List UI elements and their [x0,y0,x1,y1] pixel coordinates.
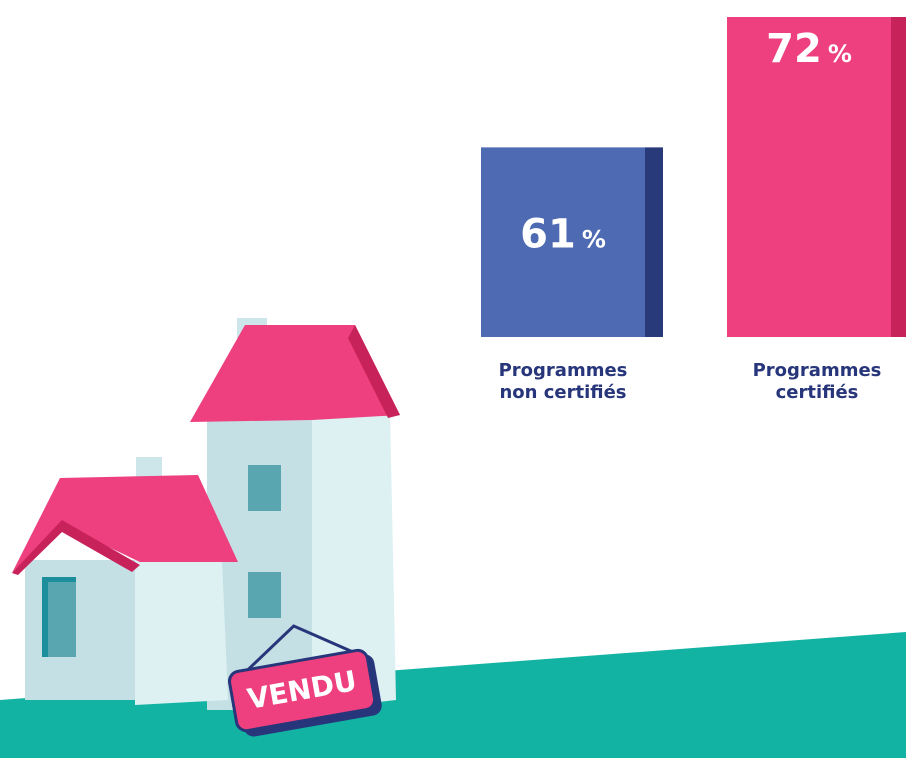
ground [0,632,906,758]
value-label: 72% [766,26,852,72]
category-label: Programmes non certifiés [498,360,628,403]
value-number: 72 [766,26,822,72]
bar-side [645,147,663,337]
sold-sign: VENDU [227,624,382,737]
value-number: 61 [520,211,576,257]
category-label: Programmes certifiés [752,360,882,403]
value-unit: % [582,225,606,253]
bar [727,17,891,337]
value-unit: % [828,40,852,68]
bar-side [891,17,906,337]
bar [481,147,645,337]
house-small [12,457,238,705]
value-label: 61% [520,211,606,257]
